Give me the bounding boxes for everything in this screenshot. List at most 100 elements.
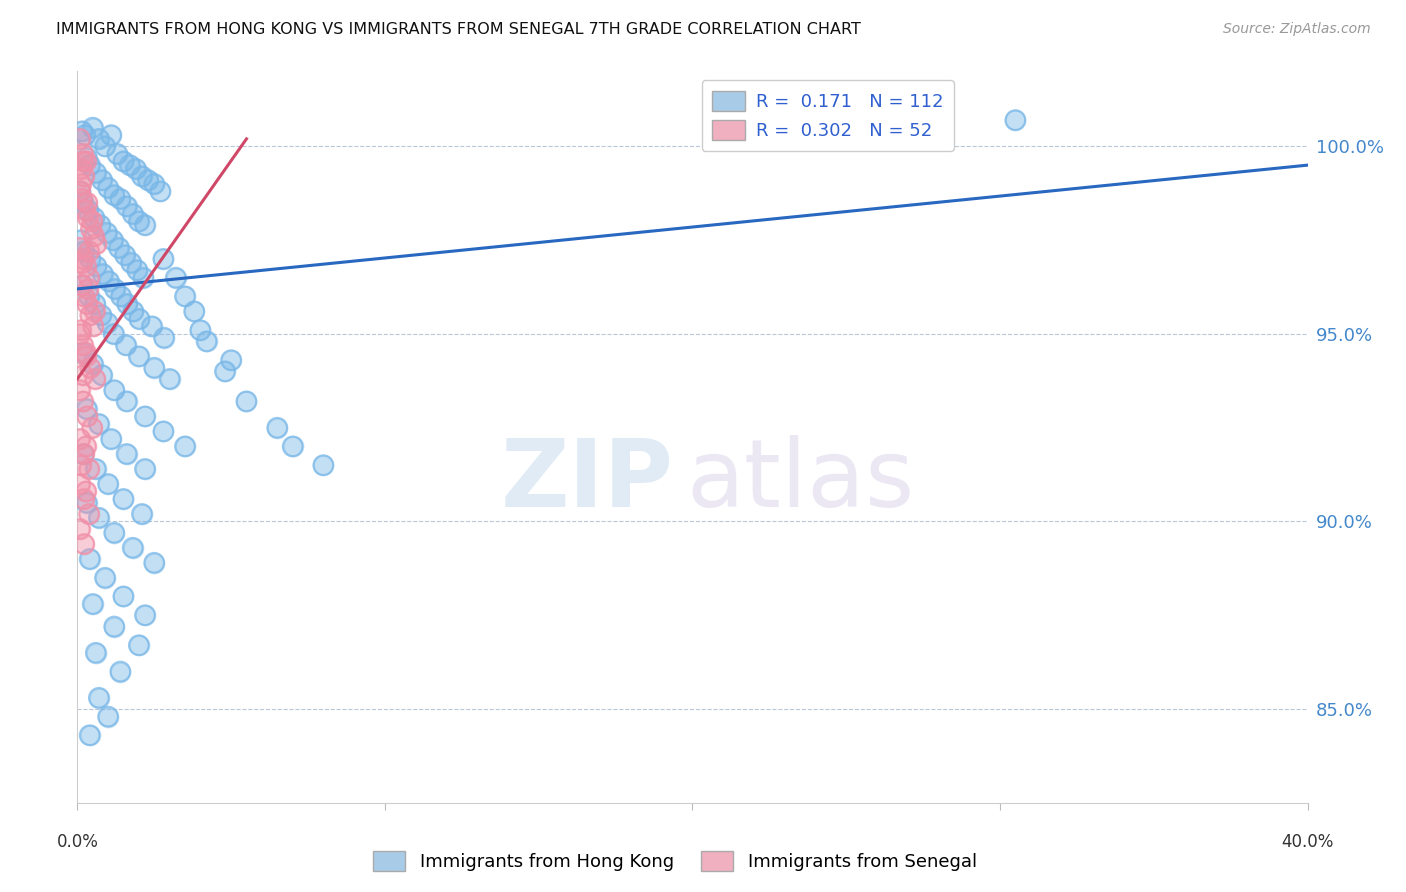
Point xyxy=(82,597,104,611)
Point xyxy=(72,278,94,293)
Point xyxy=(195,334,218,349)
Y-axis label: 7th Grade: 7th Grade xyxy=(0,393,8,481)
Point xyxy=(108,241,131,255)
Point xyxy=(103,326,125,341)
Point xyxy=(104,282,127,296)
Point xyxy=(73,169,96,184)
Point xyxy=(190,323,212,337)
Point xyxy=(105,147,128,161)
Point xyxy=(103,619,125,633)
Point xyxy=(115,394,138,409)
Point xyxy=(84,372,107,386)
Point xyxy=(159,372,181,386)
Point xyxy=(131,169,153,184)
Point xyxy=(82,120,104,135)
Point xyxy=(70,233,93,247)
Point xyxy=(75,440,97,454)
Point xyxy=(69,432,91,446)
Point xyxy=(82,420,104,434)
Point xyxy=(69,522,91,536)
Point xyxy=(83,229,105,244)
Point xyxy=(94,571,117,585)
Point xyxy=(90,368,114,383)
Point xyxy=(152,425,174,439)
Point xyxy=(174,289,197,303)
Point xyxy=(69,241,91,255)
Point xyxy=(120,255,142,269)
Point xyxy=(76,151,98,165)
Point xyxy=(82,597,104,611)
Point xyxy=(152,252,174,266)
Point xyxy=(127,263,149,277)
Point xyxy=(96,316,118,330)
Point xyxy=(87,510,110,524)
Point xyxy=(153,331,176,345)
Point xyxy=(94,571,117,585)
Point xyxy=(121,541,143,555)
Point xyxy=(103,525,125,540)
Point xyxy=(115,394,138,409)
Point xyxy=(127,263,149,277)
Point xyxy=(83,304,105,318)
Point xyxy=(87,417,110,431)
Point xyxy=(112,491,135,506)
Point xyxy=(97,274,120,288)
Point xyxy=(72,147,94,161)
Point xyxy=(75,345,97,359)
Point xyxy=(77,244,100,259)
Legend: Immigrants from Hong Kong, Immigrants from Senegal: Immigrants from Hong Kong, Immigrants fr… xyxy=(366,844,984,879)
Text: ZIP: ZIP xyxy=(501,435,673,527)
Point xyxy=(75,154,97,169)
Point xyxy=(79,252,101,266)
Point xyxy=(73,537,96,551)
Point xyxy=(75,154,97,169)
Point xyxy=(73,537,96,551)
Point xyxy=(73,447,96,461)
Point xyxy=(79,252,101,266)
Point xyxy=(70,124,93,138)
Point xyxy=(131,507,153,521)
Point xyxy=(69,185,91,199)
Point xyxy=(72,447,94,461)
Point xyxy=(73,203,96,218)
Point xyxy=(96,226,118,240)
Point xyxy=(72,394,94,409)
Point xyxy=(72,154,94,169)
Point xyxy=(128,350,150,364)
Point xyxy=(91,267,114,281)
Point xyxy=(136,173,159,187)
Point xyxy=(110,289,132,303)
Point xyxy=(83,229,105,244)
Point xyxy=(69,432,91,446)
Point xyxy=(72,368,94,383)
Point xyxy=(174,440,197,454)
Point xyxy=(72,195,94,210)
Point xyxy=(115,297,138,311)
Point xyxy=(235,394,257,409)
Point xyxy=(131,169,153,184)
Point xyxy=(128,638,150,652)
Point xyxy=(70,124,93,138)
Point xyxy=(69,522,91,536)
Point xyxy=(73,491,96,506)
Point xyxy=(97,180,120,194)
Point xyxy=(103,383,125,397)
Point xyxy=(84,297,107,311)
Point xyxy=(77,270,100,285)
Point xyxy=(134,462,156,476)
Point xyxy=(69,241,91,255)
Point xyxy=(143,360,166,375)
Point xyxy=(86,260,108,274)
Point xyxy=(134,608,156,623)
Point xyxy=(143,360,166,375)
Point xyxy=(143,177,166,191)
Point xyxy=(115,447,138,461)
Point xyxy=(72,338,94,352)
Point xyxy=(90,308,112,322)
Point xyxy=(96,316,118,330)
Point xyxy=(72,154,94,169)
Point xyxy=(79,552,101,566)
Point xyxy=(84,372,107,386)
Point xyxy=(82,120,104,135)
Point xyxy=(94,139,117,153)
